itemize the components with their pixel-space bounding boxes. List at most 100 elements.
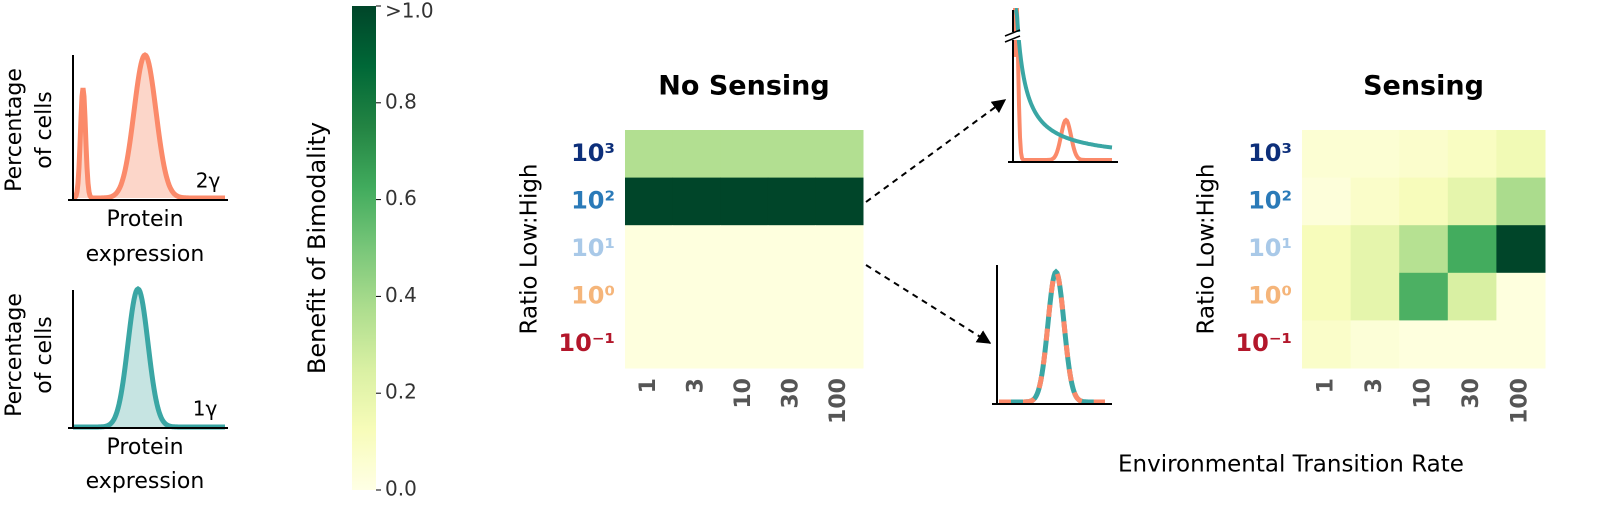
heatmap-cell <box>625 320 674 369</box>
column-label: 1 <box>636 378 661 393</box>
y-label: Ratio Low:High <box>517 163 543 334</box>
row-label: 10⁰ <box>1248 282 1292 310</box>
heatmap-cell <box>720 320 769 369</box>
heatmap-cell <box>1447 130 1497 179</box>
heatmap-cell <box>767 130 816 179</box>
distribution-panel: 1γ Percentage of cells Protein expressio… <box>2 285 228 494</box>
heatmap-cell <box>1302 272 1352 321</box>
heatmap-cell <box>1302 320 1352 369</box>
heatmap-cell <box>720 272 769 321</box>
heatmap-cell <box>1350 225 1400 274</box>
column-label: 100 <box>826 378 851 424</box>
column-label: 1 <box>1313 378 1338 393</box>
heatmap-cell <box>625 177 674 226</box>
heatmap-cell <box>1350 177 1400 226</box>
row-label: 10³ <box>1248 139 1292 167</box>
heatmap-cell <box>672 177 721 226</box>
inset-curve <box>999 268 1105 405</box>
x-label: Protein <box>106 207 183 232</box>
heatmap-cell <box>1302 225 1352 274</box>
column-label: 30 <box>1459 378 1484 409</box>
inset-curve <box>1012 8 1112 162</box>
row-label: 10² <box>1248 186 1292 214</box>
inset <box>1003 8 1118 163</box>
chart-title: No Sensing <box>658 71 829 102</box>
tick-label: 0.4 <box>385 283 417 307</box>
heatmap-cell <box>1496 320 1546 369</box>
heatmap-cell <box>720 177 769 226</box>
column-label: 100 <box>1508 378 1533 424</box>
heatmap-cell <box>815 272 864 321</box>
heatmap-cell <box>720 130 769 179</box>
distribution-curve <box>72 52 225 201</box>
x-label: expression <box>86 242 205 267</box>
heatmap-cell <box>672 320 721 369</box>
y-label: Percentage <box>2 293 27 417</box>
arrow <box>865 99 1007 203</box>
heatmap-cell <box>767 272 816 321</box>
x-label: expression <box>86 469 205 494</box>
heatmap-cell <box>767 177 816 226</box>
axis-break <box>1003 32 1023 40</box>
heatmap-cell <box>1496 130 1546 179</box>
inset <box>992 265 1112 405</box>
heatmap-cell <box>625 130 674 179</box>
row-label: 10⁻¹ <box>1235 329 1292 357</box>
row-label: 10⁻¹ <box>558 329 615 357</box>
heatmap-cell <box>815 225 864 274</box>
heatmap-cell <box>1496 177 1546 226</box>
y-label: of cells <box>32 91 57 169</box>
heatmap-cell <box>815 177 864 226</box>
heatmap-cell <box>1447 225 1497 274</box>
arrow <box>865 264 992 344</box>
x-label: Protein <box>106 435 183 460</box>
row-label: 10² <box>571 186 615 214</box>
heatmap-cell <box>672 272 721 321</box>
heatmap-cell <box>767 320 816 369</box>
x-label: Environmental Transition Rate <box>1118 452 1464 478</box>
annotation: 2γ <box>196 169 221 193</box>
heatmap-cell <box>815 320 864 369</box>
column-label: 3 <box>683 378 708 393</box>
tick-label: >1.0 <box>385 0 434 23</box>
heatmap-cell <box>1350 320 1400 369</box>
heatmap-cell <box>672 225 721 274</box>
y-label: of cells <box>32 316 57 394</box>
tick-label: 0.0 <box>385 477 417 501</box>
heatmap-cell <box>1350 272 1400 321</box>
heatmap-cell <box>1399 320 1449 369</box>
axis-break <box>1004 29 1021 37</box>
chart-title: Sensing <box>1363 71 1484 102</box>
annotation: 1γ <box>193 397 218 421</box>
heatmap-cell <box>1302 177 1352 226</box>
row-label: 10³ <box>571 139 615 167</box>
heatmap-cell <box>815 130 864 179</box>
column-label: 10 <box>1411 378 1436 409</box>
heatmap-cell <box>672 130 721 179</box>
heatmap-cell <box>720 225 769 274</box>
inset-curve <box>1014 8 1113 150</box>
axis-break <box>1004 35 1021 43</box>
heatmap-cell <box>1302 130 1352 179</box>
row-label: 10¹ <box>1248 234 1292 262</box>
heatmap-cell <box>1399 272 1449 321</box>
heatmap-cell <box>767 225 816 274</box>
heatmap-cell <box>1399 130 1449 179</box>
heatmap-cell <box>1496 225 1546 274</box>
heatmap-cell <box>625 272 674 321</box>
heatmap-cell <box>1399 225 1449 274</box>
heatmap-cell <box>1350 130 1400 179</box>
row-label: 10⁰ <box>571 282 615 310</box>
distribution-panel: 2γ Percentage of cells Protein expressio… <box>2 52 228 267</box>
heatmap-cell <box>1496 272 1546 321</box>
y-label: Ratio Low:High <box>1194 163 1220 334</box>
row-label: 10¹ <box>571 234 615 262</box>
heatmap-cell <box>1447 272 1497 321</box>
heatmap-cell <box>1399 177 1449 226</box>
heatmap-cell <box>1447 177 1497 226</box>
heatmap-cell <box>625 225 674 274</box>
colorbar-label: Benefit of Bimodality <box>303 122 331 374</box>
tick-label: 0.6 <box>385 186 417 210</box>
column-label: 3 <box>1362 378 1387 393</box>
